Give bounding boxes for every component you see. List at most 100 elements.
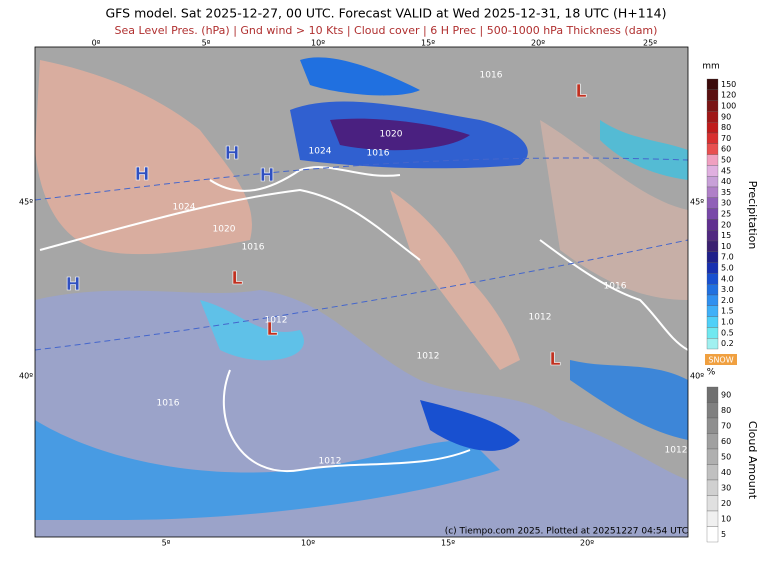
cloud-level: 60	[721, 437, 731, 446]
cloud-swatch	[706, 448, 719, 465]
precip-swatch	[706, 176, 719, 188]
cloud-swatch	[706, 510, 719, 527]
pressure-center: H	[224, 143, 239, 164]
lat-label: 40º	[19, 372, 33, 381]
precip-level: 10	[721, 242, 731, 251]
subtitle: Sea Level Pres. (hPa) | Gnd wind > 10 Kt…	[115, 24, 658, 37]
lat-label: 45º	[19, 198, 33, 207]
precip-level: 3.0	[721, 285, 734, 294]
precip-swatch	[706, 327, 719, 339]
map-frame	[34, 46, 689, 538]
precip-swatch	[706, 165, 719, 177]
cloud-title: Cloud Amount	[746, 421, 759, 500]
pressure-center: H	[259, 165, 274, 186]
lon-label: 20º	[531, 39, 545, 48]
precip-swatch	[706, 186, 719, 198]
pressure-center: H	[65, 274, 80, 295]
precip-swatch	[706, 316, 719, 328]
pressure-center: H	[134, 164, 149, 185]
pressure-center: L	[549, 349, 560, 370]
snow-box	[705, 354, 737, 365]
cloud-level: 90	[721, 390, 731, 399]
precip-swatch	[706, 208, 719, 220]
lon-label: 15º	[421, 39, 435, 48]
precip-level: 2.0	[721, 296, 734, 305]
pressure-label: 1020	[380, 130, 403, 140]
precip-level: 100	[721, 102, 736, 111]
precip-swatch	[706, 294, 719, 306]
precip-swatch	[706, 197, 719, 209]
precip-swatch	[706, 251, 719, 263]
lon-label: 0º	[92, 39, 101, 48]
precip-level: 1.0	[721, 318, 734, 327]
precip-level: 60	[721, 145, 731, 154]
lon-label: 25º	[643, 39, 657, 48]
precip-level: 40	[721, 177, 731, 186]
lat-label: 40º	[690, 372, 704, 381]
pressure-label: 1020	[213, 225, 236, 235]
cloud-level: 5	[721, 530, 726, 539]
cloud-level: 20	[721, 499, 731, 508]
precip-swatch	[706, 132, 719, 144]
precip-level: 35	[721, 188, 731, 197]
pressure-label: 1016	[367, 149, 390, 159]
cloud-swatch	[706, 495, 719, 512]
pressure-label: 1012	[417, 352, 440, 362]
precip-level: 150	[721, 80, 736, 89]
lon-label: 5º	[162, 539, 171, 548]
lon-label: 15º	[441, 539, 455, 548]
credit: (c) Tiempo.com 2025. Plotted at 20251227…	[445, 527, 688, 537]
pressure-label: 1016	[157, 399, 180, 409]
precip-level: 30	[721, 199, 731, 208]
precip-swatch	[706, 262, 719, 274]
pressure-center: L	[231, 268, 242, 289]
precip-swatch	[706, 284, 719, 296]
cloud-level: 80	[721, 406, 731, 415]
pressure-center: L	[266, 319, 277, 340]
cloud-swatch	[706, 417, 719, 434]
pressure-label: 1024	[309, 147, 332, 157]
cloud-level: 10	[721, 514, 731, 523]
lon-label: 10º	[311, 39, 325, 48]
pressure-center: L	[575, 81, 586, 102]
snow-label: SNOW	[708, 356, 733, 365]
precip-swatch	[706, 89, 719, 101]
pressure-label: 1012	[665, 446, 688, 456]
map	[35, 47, 688, 537]
pressure-label: 1016	[480, 71, 503, 81]
precip-level: 0.5	[721, 328, 734, 337]
cloud-swatch	[706, 479, 719, 496]
cloud-swatch	[706, 386, 719, 403]
precip-level: 5.0	[721, 264, 734, 273]
precip-swatch	[706, 230, 719, 242]
precip-level: 120	[721, 91, 736, 100]
cloud-swatch	[706, 402, 719, 419]
precip-unit: mm	[702, 62, 720, 72]
precip-level: 4.0	[721, 274, 734, 283]
cloud-swatch	[706, 433, 719, 450]
pressure-label: 1016	[242, 243, 265, 253]
pressure-label: 1024	[173, 203, 196, 213]
precip-level: 0.2	[721, 339, 734, 348]
precip-swatch	[706, 273, 719, 285]
cloud-level: 50	[721, 452, 731, 461]
precip-level: 45	[721, 166, 731, 175]
pressure-label: 1012	[319, 457, 342, 467]
precip-level: 20	[721, 220, 731, 229]
precip-title: Precipitation	[746, 181, 759, 250]
cloud-swatch	[706, 526, 719, 543]
cloud-unit: %	[707, 368, 716, 378]
precip-swatch	[706, 338, 719, 350]
cloud-swatch	[706, 464, 719, 481]
precip-level: 7.0	[721, 253, 734, 262]
cloud-level: 30	[721, 483, 731, 492]
pressure-label: 1012	[529, 313, 552, 323]
precip-swatch	[706, 111, 719, 123]
precip-swatch	[706, 122, 719, 134]
precip-swatch	[706, 100, 719, 112]
precip-swatch	[706, 305, 719, 317]
precip-level: 90	[721, 112, 731, 121]
precip-level: 50	[721, 156, 731, 165]
precip-swatch	[706, 143, 719, 155]
